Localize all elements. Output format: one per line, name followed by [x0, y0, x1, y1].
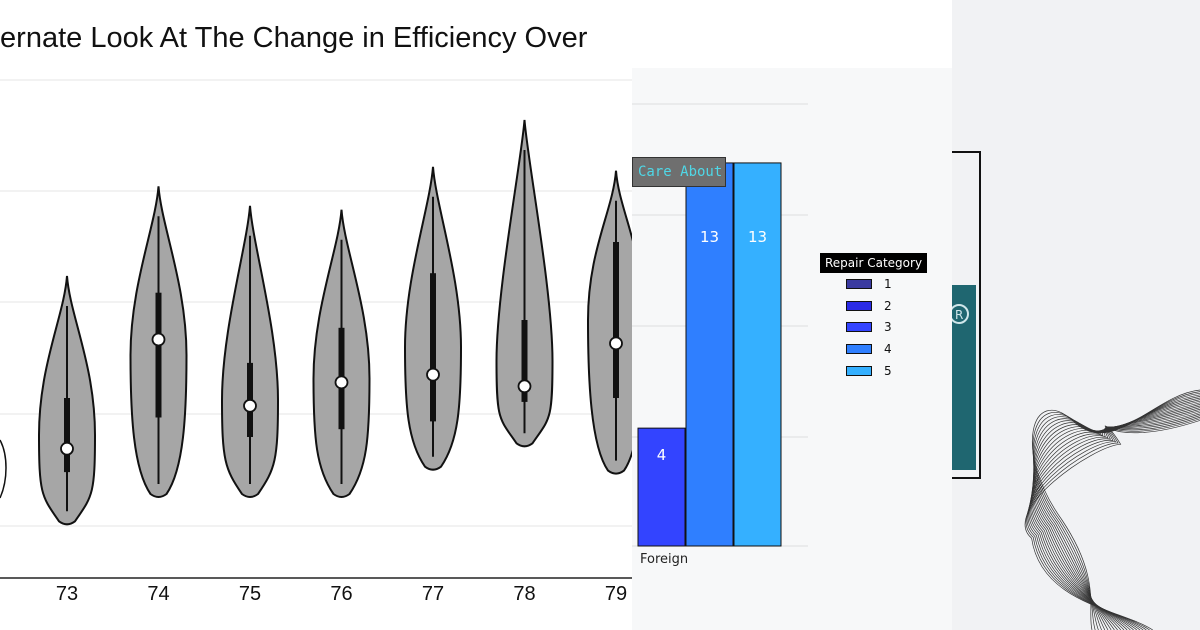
- legend-label: 4: [884, 342, 892, 357]
- x-tick-label: 76: [330, 583, 353, 605]
- x-tick-label: 74: [147, 583, 170, 605]
- violin-iqr-box: [430, 273, 436, 422]
- wave-line: [1028, 413, 1200, 630]
- x-tick-label: 73: [55, 583, 79, 605]
- bar-panel-top: [632, 0, 952, 68]
- legend-item: 3: [846, 320, 892, 334]
- violin-median-point: [334, 375, 349, 390]
- violin-median-point: [60, 441, 74, 456]
- wave-line: [1030, 408, 1200, 630]
- bar-category-label: Foreign: [640, 552, 689, 567]
- frame-bracket: [952, 151, 981, 479]
- chart-title: ternate Look At The Change in Efficiency…: [0, 22, 588, 54]
- violin-median-point: [151, 332, 166, 347]
- legend-swatch: [846, 365, 872, 376]
- wave-line: [1026, 416, 1200, 630]
- violin-iqr-box: [64, 398, 70, 473]
- svg-text:R: R: [955, 308, 963, 322]
- x-tick-label: 77: [421, 583, 445, 605]
- bar: [637, 427, 686, 547]
- bar-chart-panel: 4 13 13: [632, 68, 952, 630]
- bar-data-label: 4: [657, 446, 667, 464]
- legend-swatch: [846, 300, 872, 311]
- bar-data-label: 13: [700, 228, 719, 246]
- bar: [685, 162, 734, 547]
- wave-lines-decoration: R: [952, 151, 1200, 630]
- wave-line: [1033, 396, 1200, 630]
- x-tick-label: 78: [513, 583, 536, 605]
- violin-median-point: [609, 336, 623, 351]
- legend-item: 1: [846, 277, 892, 291]
- violin-median-point: [517, 379, 532, 394]
- wave-line: [1024, 420, 1200, 630]
- care-about-button[interactable]: Care About: [632, 157, 726, 187]
- legend-label: 2: [884, 298, 892, 313]
- registered-icon: R: [952, 304, 969, 324]
- wave-line: [1032, 402, 1200, 630]
- violin-chart-panel: ternate Look At The Change in Efficiency…: [0, 22, 632, 605]
- bar-chart: 4 13 13: [632, 103, 808, 547]
- legend-label: 3: [884, 320, 892, 335]
- decorative-panel: R: [952, 0, 1200, 630]
- violin-plot: [0, 79, 632, 579]
- wave-line: [1027, 415, 1200, 630]
- bar: [733, 162, 782, 547]
- bar-data-label: 13: [748, 228, 767, 246]
- wave-line: [1029, 412, 1200, 630]
- violin-median-point: [426, 367, 440, 382]
- violin-iqr-box: [521, 320, 528, 402]
- x-tick-label: 79: [604, 583, 628, 605]
- legend-swatch: [846, 344, 872, 355]
- wave-line: [1033, 397, 1200, 630]
- violin-median-point: [243, 398, 257, 413]
- legend-item: 4: [846, 342, 892, 356]
- legend-item: 2: [846, 299, 892, 313]
- teal-card: [952, 285, 976, 470]
- violin-iqr-box: [155, 292, 162, 418]
- violin-body: [586, 170, 632, 475]
- legend-label: 1: [884, 277, 892, 291]
- violin-iqr-box: [613, 242, 619, 398]
- wave-line: [1025, 418, 1200, 630]
- legend-swatch: [846, 279, 872, 289]
- legend-label: 5: [884, 363, 892, 378]
- violin-partial: [0, 439, 7, 499]
- x-tick-label: 75: [238, 583, 262, 605]
- legend-item: 5: [846, 364, 892, 378]
- legend-title: Repair Category: [820, 253, 928, 273]
- wave-line: [1033, 400, 1200, 630]
- legend-swatch: [846, 322, 872, 333]
